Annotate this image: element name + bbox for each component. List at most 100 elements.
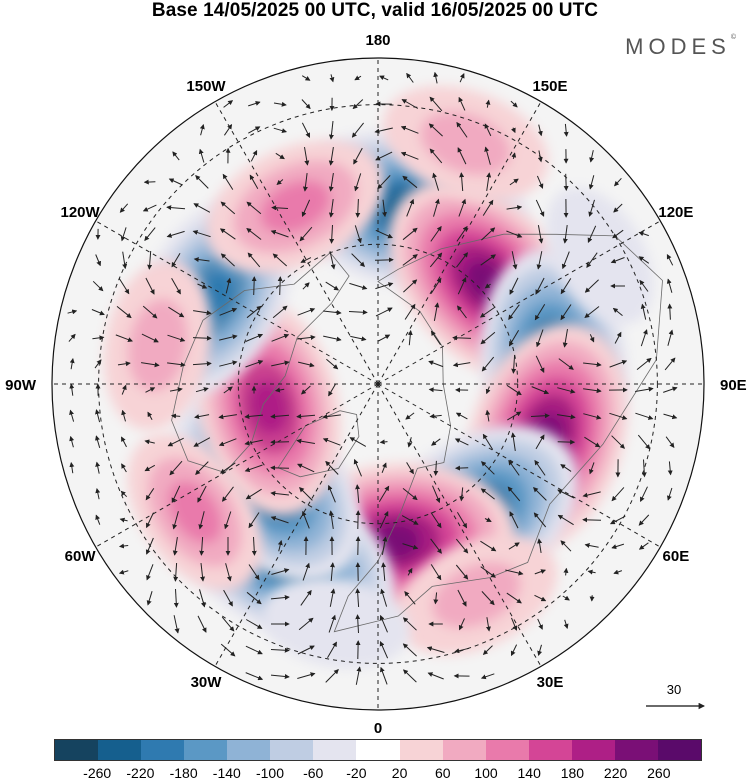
- wind-vector: [301, 510, 310, 529]
- wind-vector: [406, 72, 414, 83]
- wind-vector: [171, 277, 181, 295]
- wind-vector: [353, 458, 362, 477]
- wind-vector: [454, 438, 469, 446]
- wind-vector: [481, 356, 495, 372]
- wind-vector: [378, 485, 390, 502]
- wind-vector: [297, 672, 316, 679]
- wind-vector: [426, 646, 445, 653]
- wind-vector: [117, 361, 131, 367]
- wind-vector: [429, 148, 443, 164]
- wind-vector: [584, 306, 600, 319]
- wind-vector: [145, 387, 156, 393]
- colorbar-tick-label: -220: [126, 765, 155, 781]
- wind-vector: [379, 666, 388, 685]
- wind-vector: [245, 645, 263, 655]
- wind-vector: [121, 463, 127, 473]
- wind-vector: [382, 199, 387, 218]
- wind-vector: [484, 123, 492, 137]
- wind-vector: [219, 334, 238, 341]
- wind-vector: [349, 437, 367, 447]
- wind-vector: [221, 616, 235, 632]
- wind-vector: [534, 459, 546, 476]
- wind-vector: [480, 673, 495, 680]
- wind-vector: [534, 304, 546, 321]
- wind-vector: [613, 203, 623, 213]
- wind-vector: [270, 516, 289, 524]
- wind-vector: [245, 360, 264, 368]
- wind-vector: [95, 435, 101, 449]
- wind-vector: [329, 251, 336, 270]
- wind-vector: [537, 124, 543, 137]
- wind-vector: [328, 121, 334, 140]
- wind-vector: [198, 511, 205, 530]
- wind-vector: [510, 100, 518, 108]
- wind-vector: [479, 306, 496, 318]
- wind-vector: [351, 253, 365, 267]
- wind-vector: [377, 175, 391, 190]
- wind-vector: [272, 305, 288, 319]
- longitude-label: 120E: [658, 204, 693, 221]
- wind-vector: [456, 225, 468, 242]
- longitude-label: 30W: [191, 674, 223, 691]
- wind-vector: [640, 486, 648, 503]
- wind-vector: [610, 257, 625, 264]
- wind-vector: [641, 459, 647, 478]
- wind-vector: [635, 412, 654, 420]
- colorbar-tick-label: 100: [474, 765, 498, 781]
- wind-vector: [219, 228, 236, 240]
- colorbar-segment: [571, 740, 615, 760]
- wind-vector: [402, 643, 417, 657]
- wind-vector: [173, 588, 179, 608]
- coastline: [333, 233, 663, 633]
- brand-mark: ©: [730, 34, 736, 41]
- wind-vector: [275, 152, 285, 160]
- wind-vector: [665, 436, 675, 448]
- wind-vector: [273, 127, 288, 134]
- wind-vector: [402, 254, 418, 266]
- wind-vector: [297, 645, 315, 655]
- wind-vector: [299, 487, 313, 501]
- wind-vector: [169, 460, 183, 476]
- graticule: [52, 58, 704, 710]
- anomaly-contour: [245, 367, 293, 448]
- colorbar-tick-label: -60: [303, 765, 324, 781]
- wind-vector: [145, 488, 155, 501]
- wind-vectors: [67, 71, 678, 685]
- colorbar-segment: [313, 740, 357, 760]
- wind-vector: [508, 542, 520, 550]
- wind-vector: [119, 203, 129, 213]
- wind-vector: [482, 199, 494, 216]
- wind-vector: [508, 304, 520, 320]
- wind-vector: [557, 387, 576, 394]
- longitude-label: 60E: [663, 548, 690, 565]
- wind-vector: [537, 225, 544, 244]
- wind-vector: [611, 435, 625, 449]
- wind-vector: [350, 335, 367, 342]
- wind-vector: [200, 563, 206, 582]
- anomaly-level: [168, 481, 222, 544]
- wind-vector: [611, 487, 625, 502]
- wind-vector: [167, 437, 184, 447]
- wind-vector: [403, 279, 418, 293]
- wind-vector: [432, 172, 440, 191]
- wind-vector: [322, 437, 341, 446]
- longitude-label: 30E: [537, 674, 564, 691]
- colorbar-segment: [270, 740, 314, 760]
- wind-vector: [220, 253, 235, 267]
- brand-logo: MODES©: [625, 34, 736, 60]
- wind-vector: [456, 512, 468, 529]
- wind-vector: [244, 464, 263, 472]
- wind-vector: [375, 229, 393, 239]
- wind-vector: [248, 101, 261, 107]
- wind-vector: [245, 619, 263, 629]
- wind-vector: [484, 517, 492, 522]
- wind-vector: [270, 230, 289, 238]
- wind-vector: [142, 204, 157, 212]
- wind-vector: [510, 644, 518, 657]
- wind-vector: [509, 178, 519, 186]
- wind-vector: [433, 460, 439, 476]
- wind-vector: [663, 413, 678, 420]
- wind-vector: [327, 484, 336, 503]
- wind-vector: [223, 124, 233, 136]
- wind-vector: [509, 277, 519, 295]
